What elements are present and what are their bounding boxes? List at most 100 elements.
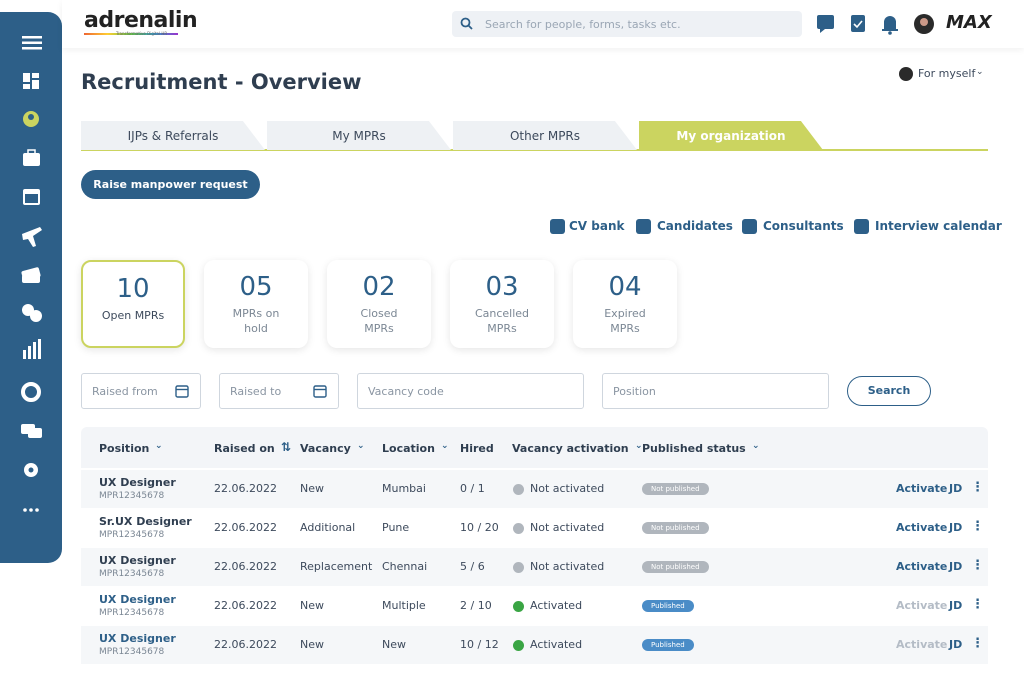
page-title: Recruitment - Overview bbox=[81, 70, 362, 94]
table-row bbox=[81, 508, 988, 547]
vacancy: New bbox=[300, 482, 324, 495]
jd-action[interactable]: JD bbox=[949, 521, 963, 534]
raised-on: 22.06.2022 bbox=[214, 599, 277, 612]
more-menu[interactable]: ⋮ bbox=[971, 636, 984, 651]
table-header bbox=[81, 427, 988, 468]
activation-status: Activated bbox=[530, 599, 583, 612]
stat-value: 05 bbox=[239, 272, 273, 302]
quick-link[interactable]: CV bank bbox=[569, 219, 625, 233]
status-icon bbox=[513, 601, 524, 612]
quick-link[interactable]: Candidates bbox=[657, 219, 733, 233]
stat-label: Expired MPRs bbox=[604, 307, 646, 335]
jd-action[interactable]: JD bbox=[949, 560, 963, 573]
stat-card[interactable]: 02 Closed MPRs bbox=[327, 260, 431, 348]
stat-label: Cancelled MPRs bbox=[474, 307, 530, 335]
column-header[interactable]: Vacancy activation bbox=[512, 442, 629, 455]
header-icons[interactable] bbox=[815, 13, 935, 35]
stat-value: 03 bbox=[485, 272, 519, 302]
published-status: Not published bbox=[642, 483, 709, 495]
position-name: UX Designer bbox=[99, 476, 176, 489]
activate-action[interactable]: Activate bbox=[896, 560, 948, 573]
status-icon bbox=[513, 523, 524, 534]
sort-icon: ⌄ bbox=[752, 441, 760, 451]
raise-request-button[interactable]: Raise manpower request bbox=[81, 170, 260, 199]
more-menu[interactable]: ⋮ bbox=[971, 519, 984, 534]
global-search[interactable]: Search for people, forms, tasks etc. bbox=[452, 11, 802, 37]
activation-status: Not activated bbox=[530, 521, 605, 534]
stat-card[interactable]: 04 Expired MPRs bbox=[573, 260, 677, 348]
stat-label: Closed MPRs bbox=[360, 307, 398, 335]
stat-card[interactable]: 10 Open MPRs bbox=[81, 260, 185, 348]
more-menu[interactable]: ⋮ bbox=[971, 480, 984, 495]
logo-stripe bbox=[84, 33, 178, 35]
status-icon bbox=[513, 562, 524, 573]
logo[interactable]: adrenalin bbox=[84, 8, 198, 33]
more-menu[interactable]: ⋮ bbox=[971, 558, 984, 573]
quick-link[interactable]: Interview calendar bbox=[875, 219, 1002, 233]
tab[interactable]: IJPs & Referrals bbox=[81, 121, 265, 150]
logo-tagline: Transformative Digital HR bbox=[116, 31, 168, 36]
column-header[interactable]: Location bbox=[382, 442, 435, 455]
column-header[interactable]: Hired bbox=[460, 442, 494, 455]
stat-value: 02 bbox=[362, 272, 396, 302]
stat-value: 04 bbox=[608, 272, 642, 302]
raised-on: 22.06.2022 bbox=[214, 521, 277, 534]
stat-card[interactable]: 05 MPRs on hold bbox=[204, 260, 308, 348]
location: Chennai bbox=[382, 560, 428, 573]
calendar-icon bbox=[313, 385, 327, 398]
jd-action[interactable]: JD bbox=[949, 482, 963, 495]
tab[interactable]: Other MPRs bbox=[453, 121, 637, 150]
link-icon bbox=[636, 219, 651, 234]
jd-action[interactable]: JD bbox=[949, 599, 963, 612]
column-header[interactable]: Position bbox=[99, 442, 150, 455]
column-header[interactable]: Raised on bbox=[214, 442, 275, 455]
raised-on: 22.06.2022 bbox=[214, 638, 277, 651]
quick-link[interactable]: Consultants bbox=[763, 219, 844, 233]
hired: 10 / 12 bbox=[460, 638, 499, 651]
location: Multiple bbox=[382, 599, 426, 612]
scope-selector[interactable]: For myself bbox=[918, 67, 976, 80]
position-name: Sr.UX Designer bbox=[99, 515, 192, 528]
raised-to-input[interactable]: Raised to bbox=[219, 373, 339, 409]
stat-label: MPRs on hold bbox=[232, 307, 280, 335]
tab[interactable]: My MPRs bbox=[267, 121, 451, 150]
published-status: Not published bbox=[642, 561, 709, 573]
calendar-icon bbox=[175, 385, 189, 398]
position-name[interactable]: UX Designer bbox=[99, 593, 176, 606]
column-header[interactable]: Published status bbox=[642, 442, 746, 455]
vacancy-code-input[interactable]: Vacancy code bbox=[357, 373, 584, 409]
activate-action[interactable]: Activate bbox=[896, 482, 948, 495]
published-status: Not published bbox=[642, 522, 709, 534]
sort-icon: ⌄ bbox=[441, 441, 449, 451]
brand: MAX bbox=[946, 12, 992, 33]
stat-label: Open MPRs bbox=[101, 309, 165, 322]
avatar bbox=[899, 67, 913, 81]
mpr-code: MPR12345678 bbox=[99, 647, 165, 657]
published-status: Published bbox=[642, 639, 694, 651]
position-name[interactable]: UX Designer bbox=[99, 632, 176, 645]
vacancy: Additional bbox=[300, 521, 356, 534]
tab[interactable]: My organization bbox=[639, 121, 823, 150]
search-button[interactable]: Search bbox=[847, 376, 931, 406]
sidebar bbox=[0, 12, 62, 563]
raised-on: 22.06.2022 bbox=[214, 482, 277, 495]
column-header[interactable]: Vacancy bbox=[300, 442, 351, 455]
jd-action[interactable]: JD bbox=[949, 638, 963, 651]
hired: 0 / 1 bbox=[460, 482, 485, 495]
tab-underline bbox=[81, 149, 988, 151]
mpr-code: MPR12345678 bbox=[99, 491, 165, 501]
activate-action: Activate bbox=[896, 599, 948, 612]
stat-card[interactable]: 03 Cancelled MPRs bbox=[450, 260, 554, 348]
activation-status: Not activated bbox=[530, 560, 605, 573]
activate-action: Activate bbox=[896, 638, 948, 651]
location: New bbox=[382, 638, 406, 651]
mpr-code: MPR12345678 bbox=[99, 569, 165, 579]
more-menu[interactable]: ⋮ bbox=[971, 597, 984, 612]
table-row bbox=[81, 586, 988, 625]
position-input[interactable]: Position bbox=[602, 373, 829, 409]
raised-from-input[interactable]: Raised from bbox=[81, 373, 201, 409]
activate-action[interactable]: Activate bbox=[896, 521, 948, 534]
sort-icon: ⌄ bbox=[635, 441, 643, 451]
activation-status: Activated bbox=[530, 638, 583, 651]
